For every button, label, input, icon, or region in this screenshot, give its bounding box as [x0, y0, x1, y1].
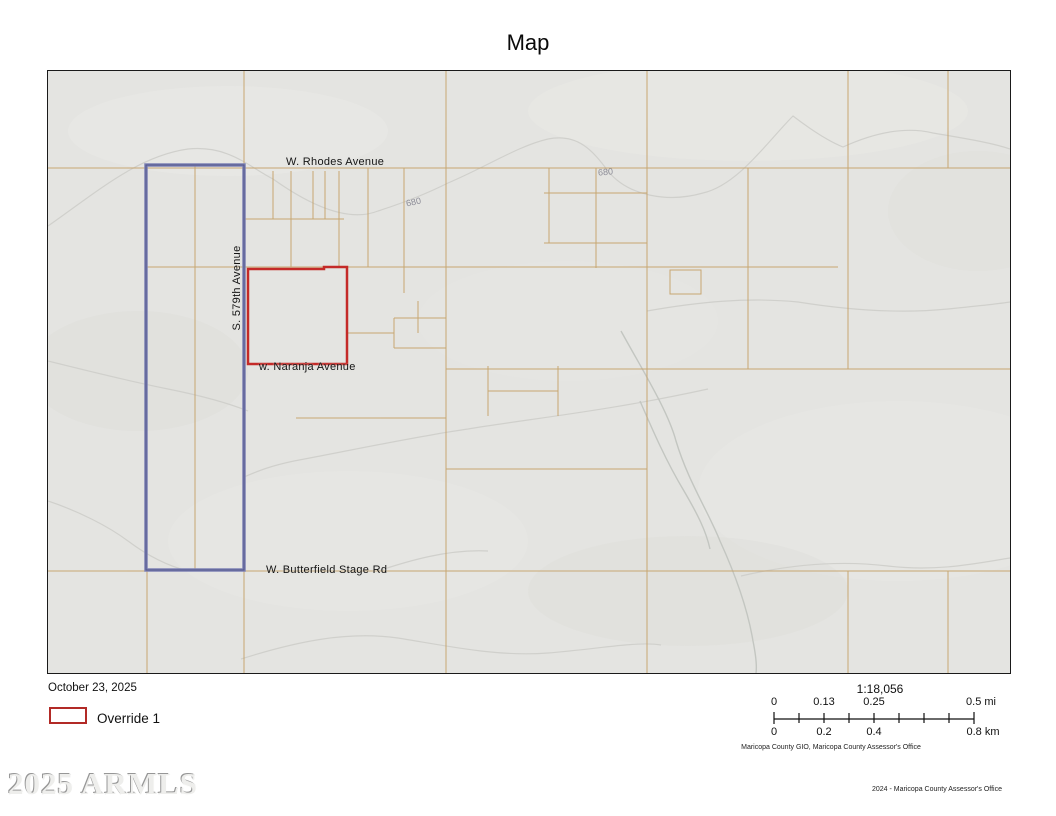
scale-km-04: 0.4 [866, 726, 882, 738]
page-title: Map [506, 30, 550, 55]
street-label-579th: S. 579th Avenue [231, 245, 243, 331]
scale-mi-025: 0.25 [863, 696, 885, 708]
map-canvas: W. Rhodes Avenue S. 579th Avenue w. Nara… [47, 70, 1011, 674]
wash-lines [620, 330, 758, 673]
street-label-naranja: w. Naranja Avenue [259, 361, 356, 373]
scale-km-0: 0 [770, 726, 778, 738]
parcel-lines [48, 71, 1010, 673]
legend-override-label: Override 1 [97, 711, 161, 726]
terrain-shading [68, 71, 1010, 611]
street-label-rhodes: W. Rhodes Avenue [286, 156, 385, 168]
scale-mi-05: 0.5 mi [966, 696, 996, 708]
scale-mi-013: 0.13 [813, 696, 835, 708]
scale-mi-0: 0 [770, 696, 778, 708]
scale-km-02: 0.2 [816, 726, 832, 738]
scale-km-08: 0.8 km [966, 726, 1000, 738]
armls-watermark: 2025 ARMLS [8, 766, 198, 801]
terrain-shading-dark [48, 151, 1010, 646]
map-attribution: Maricopa County GIO, Maricopa County Ass… [741, 744, 921, 751]
selection-rect [144, 163, 246, 572]
map-date: October 23, 2025 [48, 682, 137, 694]
map-svg [48, 71, 1010, 673]
contour-lines [48, 115, 1010, 660]
override-rect [246, 265, 349, 366]
assessor-copyright: 2024 - Maricopa County Assessor's Office [872, 786, 1002, 793]
scale-ratio: 1:18,056 [856, 682, 904, 696]
legend-override-swatch [49, 707, 87, 724]
street-label-butterfield: W. Butterfield Stage Rd [266, 564, 388, 576]
contour-elevation-label: 680 [597, 166, 614, 178]
scale-bar [773, 712, 975, 724]
